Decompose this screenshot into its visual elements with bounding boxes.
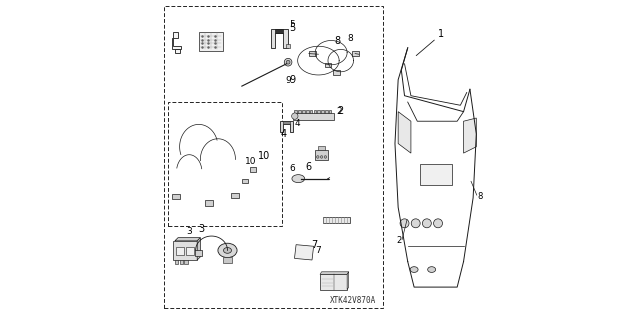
Polygon shape <box>172 38 181 49</box>
Polygon shape <box>347 272 349 290</box>
Polygon shape <box>398 112 411 153</box>
Text: 5: 5 <box>289 24 295 33</box>
Bar <box>317 110 320 113</box>
Text: 3: 3 <box>198 225 204 234</box>
Text: 5: 5 <box>290 20 296 29</box>
Text: 10: 10 <box>258 151 270 161</box>
Bar <box>180 260 183 264</box>
Text: 3: 3 <box>186 227 192 236</box>
Bar <box>352 51 359 56</box>
Circle shape <box>412 219 420 228</box>
Text: 9: 9 <box>290 75 296 85</box>
Circle shape <box>284 58 292 66</box>
Circle shape <box>422 219 431 228</box>
Text: 2: 2 <box>397 236 402 245</box>
Circle shape <box>317 156 319 158</box>
Bar <box>184 260 188 264</box>
Polygon shape <box>463 118 476 153</box>
Polygon shape <box>175 49 180 53</box>
Bar <box>314 110 316 113</box>
Polygon shape <box>320 272 349 274</box>
Ellipse shape <box>410 267 418 272</box>
Bar <box>294 110 297 113</box>
Text: 8: 8 <box>334 36 340 46</box>
Bar <box>230 193 239 198</box>
Circle shape <box>400 219 409 228</box>
Bar <box>164 6 383 308</box>
Circle shape <box>320 156 323 158</box>
Bar <box>309 51 316 56</box>
Bar <box>286 44 290 48</box>
Bar <box>195 250 202 256</box>
Bar <box>306 110 308 113</box>
Text: 6: 6 <box>306 162 312 172</box>
Polygon shape <box>280 121 293 132</box>
Circle shape <box>433 219 442 228</box>
Bar <box>284 121 290 124</box>
Bar <box>298 110 301 113</box>
Text: 9: 9 <box>285 76 291 85</box>
Bar <box>325 110 328 113</box>
Bar <box>310 110 312 113</box>
Bar <box>318 146 325 150</box>
Text: 7: 7 <box>316 246 321 255</box>
Text: 4: 4 <box>280 129 286 139</box>
Bar <box>223 257 232 263</box>
Bar <box>420 164 452 185</box>
Bar <box>199 32 223 51</box>
Text: 7: 7 <box>311 241 317 250</box>
Ellipse shape <box>223 248 232 253</box>
Bar <box>168 102 282 226</box>
Bar <box>329 110 332 113</box>
Polygon shape <box>271 29 288 48</box>
Bar <box>323 217 350 223</box>
Ellipse shape <box>428 267 436 272</box>
Text: XTK42V870A: XTK42V870A <box>330 296 376 305</box>
Bar <box>333 70 340 75</box>
Text: 8: 8 <box>347 34 353 43</box>
Text: 4: 4 <box>294 119 300 128</box>
Bar <box>205 200 213 206</box>
Ellipse shape <box>218 243 237 258</box>
Polygon shape <box>175 238 200 241</box>
Circle shape <box>292 113 298 119</box>
Text: 2: 2 <box>336 108 342 116</box>
Ellipse shape <box>292 174 305 182</box>
Bar <box>172 194 180 199</box>
Text: 6: 6 <box>290 164 296 173</box>
Bar <box>316 150 328 160</box>
Polygon shape <box>320 274 347 290</box>
Bar <box>321 110 324 113</box>
Polygon shape <box>197 238 200 260</box>
Bar <box>186 247 194 255</box>
Bar <box>175 260 178 264</box>
Bar <box>250 167 256 172</box>
Bar <box>176 247 184 255</box>
Polygon shape <box>294 245 314 260</box>
Text: 8: 8 <box>477 192 483 201</box>
Polygon shape <box>173 241 197 260</box>
Text: 10: 10 <box>245 157 257 166</box>
Bar <box>242 179 248 183</box>
Bar <box>275 29 284 33</box>
Text: 1: 1 <box>438 29 444 39</box>
Bar <box>293 113 334 120</box>
Bar <box>302 110 305 113</box>
Bar <box>324 63 330 67</box>
Polygon shape <box>173 32 178 38</box>
Circle shape <box>324 156 326 158</box>
Circle shape <box>286 60 290 64</box>
Text: 2: 2 <box>337 107 344 116</box>
